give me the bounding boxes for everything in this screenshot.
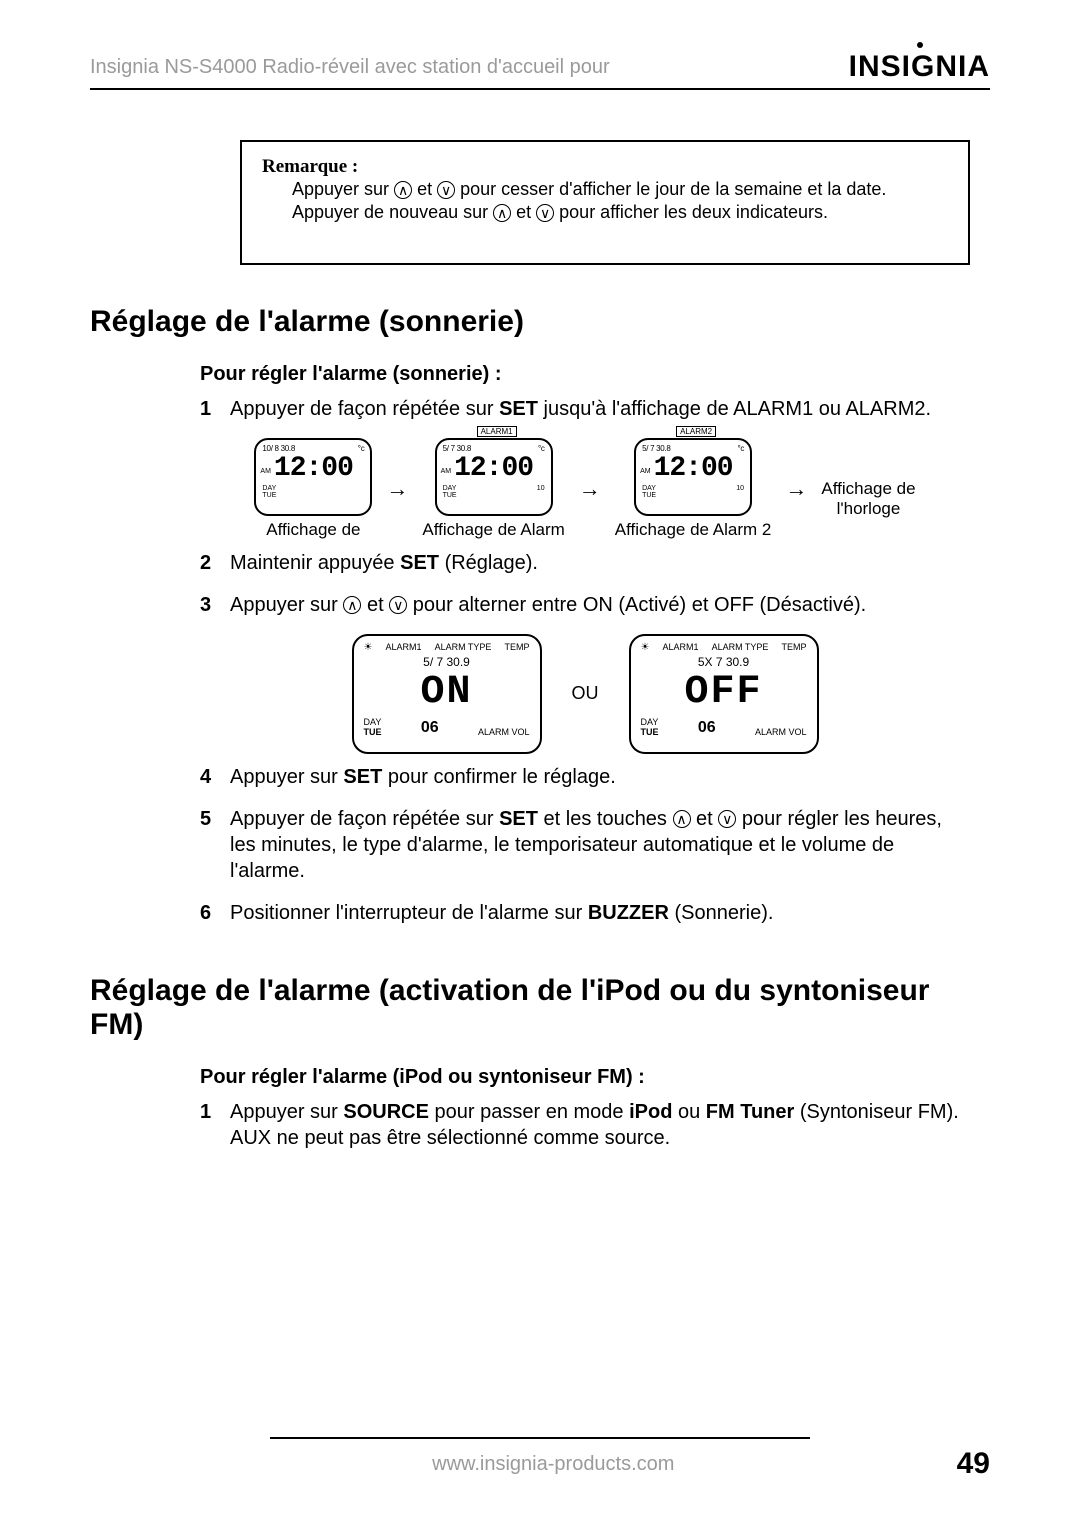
page-header: Insignia NS-S4000 Radio-réveil avec stat… [90, 50, 990, 90]
step-text: Appuyer sur SOURCE pour passer en mode i… [230, 1099, 970, 1151]
step-number: 1 [200, 396, 230, 422]
section-heading-1: Réglage de l'alarme (sonnerie) [90, 305, 990, 339]
step-text: Appuyer de façon répétée sur SET et les … [230, 806, 970, 884]
note-text: Appuyer sur [292, 179, 394, 199]
caption-3: Affichage de Alarm 2 [615, 520, 772, 540]
note-box: Remarque : Appuyer sur ∧ et ∨ pour cesse… [240, 140, 970, 265]
step: 3 Appuyer sur ∧ et ∨ pour alterner entre… [200, 592, 970, 618]
page-footer: www.insignia-products.com 49 [90, 1437, 990, 1481]
step-text: Appuyer de façon répétée sur SET jusqu'à… [230, 396, 970, 422]
up-icon: ∧ [673, 810, 691, 828]
down-icon: ∨ [718, 810, 736, 828]
subheading-2: Pour régler l'alarme (iPod ou syntoniseu… [200, 1066, 970, 1089]
step-number: 5 [200, 806, 230, 884]
page-number: 49 [957, 1447, 990, 1481]
figure-on-off: ☀ALARM1ALARM TYPETEMP 5/ 7 30.9 ON DAYTU… [200, 634, 970, 754]
note-body: Appuyer sur ∧ et ∨ pour cesser d'affiche… [262, 178, 948, 223]
lcd-on: ☀ALARM1ALARM TYPETEMP 5/ 7 30.9 ON DAYTU… [352, 634, 542, 754]
section-2-body: Pour régler l'alarme (iPod ou syntoniseu… [200, 1066, 970, 1151]
step: 6 Positionner l'interrupteur de l'alarme… [200, 900, 970, 926]
step-number: 4 [200, 764, 230, 790]
step: 2 Maintenir appuyée SET (Réglage). [200, 550, 970, 576]
arrow-icon: → [382, 476, 412, 502]
arrow-icon: → [781, 476, 811, 502]
footer-url: www.insignia-products.com [150, 1453, 957, 1476]
step: 4 Appuyer sur SET pour confirmer le régl… [200, 764, 970, 790]
footer-divider [270, 1437, 810, 1439]
step: 1 Appuyer de façon répétée sur SET jusqu… [200, 396, 970, 422]
down-icon: ∨ [536, 204, 554, 222]
step-text: Positionner l'interrupteur de l'alarme s… [230, 900, 970, 926]
caption-4: Affichage de l'horloge [821, 479, 915, 518]
lcd-display-3: ALARM2 5/ 7 30.8°c AM 12:00 DAYTUE10 [634, 438, 752, 516]
up-icon: ∧ [493, 204, 511, 222]
caption-1: Affichage de [266, 520, 360, 540]
step-number: 3 [200, 592, 230, 618]
steps-list-1c: 4 Appuyer sur SET pour confirmer le régl… [200, 764, 970, 926]
note-text: et [412, 179, 437, 199]
steps-list-1: 1 Appuyer de façon répétée sur SET jusqu… [200, 396, 970, 422]
up-icon: ∧ [394, 181, 412, 199]
steps-list-1b: 2 Maintenir appuyée SET (Réglage). 3 App… [200, 550, 970, 618]
step: 5 Appuyer de façon répétée sur SET et le… [200, 806, 970, 884]
down-icon: ∨ [437, 181, 455, 199]
lcd-display-1: 10/ 8 30.8°c AM 12:00 DAYTUE [254, 438, 372, 516]
step-text: Appuyer sur SET pour confirmer le réglag… [230, 764, 970, 790]
step-text: Appuyer sur ∧ et ∨ pour alterner entre O… [230, 592, 970, 618]
step-number: 6 [200, 900, 230, 926]
document-page: Insignia NS-S4000 Radio-réveil avec stat… [0, 0, 1080, 1207]
note-title: Remarque : [262, 156, 948, 178]
brand-logo: INSIGNIA [849, 50, 990, 84]
figure-clock-sequence: 10/ 8 30.8°c AM 12:00 DAYTUE Affichage d… [200, 438, 970, 540]
subheading-1: Pour régler l'alarme (sonnerie) : [200, 363, 970, 386]
up-icon: ∧ [343, 596, 361, 614]
step-text: Maintenir appuyée SET (Réglage). [230, 550, 970, 576]
note-text: et [511, 202, 536, 222]
step-number: 2 [200, 550, 230, 576]
section-heading-2: Réglage de l'alarme (activation de l'iPo… [90, 974, 990, 1042]
note-text: pour afficher les deux indicateurs. [554, 202, 828, 222]
steps-list-2: 1 Appuyer sur SOURCE pour passer en mode… [200, 1099, 970, 1151]
step-number: 1 [200, 1099, 230, 1151]
step: 1 Appuyer sur SOURCE pour passer en mode… [200, 1099, 970, 1151]
caption-2: Affichage de Alarm [422, 520, 564, 540]
down-icon: ∨ [389, 596, 407, 614]
section-1-body: Pour régler l'alarme (sonnerie) : 1 Appu… [200, 363, 970, 926]
lcd-off: ☀ALARM1ALARM TYPETEMP 5X 7 30.9 OFF DAYT… [629, 634, 819, 754]
arrow-icon: → [575, 476, 605, 502]
lcd-display-2: ALARM1 5/ 7 30.8°c AM 12:00 DAYTUE10 [435, 438, 553, 516]
or-label: OU [552, 683, 619, 704]
header-product-text: Insignia NS-S4000 Radio-réveil avec stat… [90, 56, 610, 79]
